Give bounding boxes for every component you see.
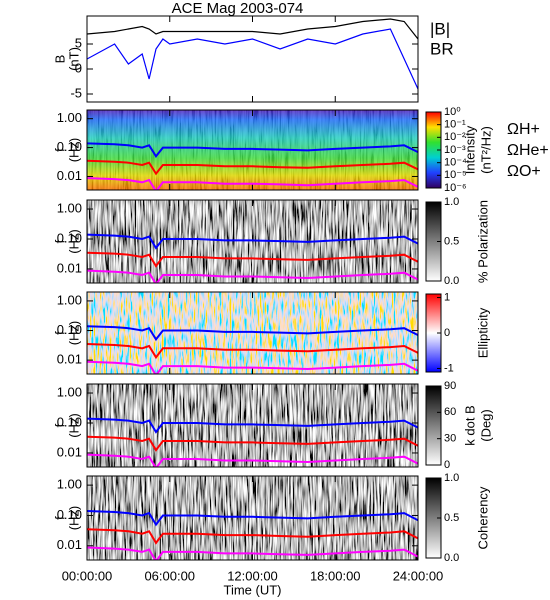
- data-line: [87, 343, 418, 360]
- legend-entry: ΩHe+: [507, 142, 549, 159]
- legend-entry: BR: [430, 39, 454, 58]
- data-line: [87, 18, 418, 40]
- data-line: [87, 435, 418, 452]
- colorbar-tick-label: 1: [444, 291, 450, 303]
- data-line: [87, 177, 418, 190]
- data-line: [87, 251, 418, 268]
- colorbar-label: Ellipticity: [475, 307, 490, 358]
- data-line: [87, 159, 418, 176]
- data-line: [87, 546, 418, 560]
- colorbar-tick-label: 10⁻³: [444, 144, 466, 156]
- colorbar-tick-label: 0: [444, 459, 450, 471]
- legend-entry: ΩH+: [507, 121, 540, 138]
- colorbar-tick-label: 90: [444, 380, 456, 392]
- y-tick-label: 5: [75, 35, 82, 50]
- chart-title: ACE Mag 2003-074: [172, 0, 304, 17]
- colorbar-tick-label: 0.0: [444, 275, 459, 287]
- colorbar-tick-label: 0.5: [444, 235, 459, 247]
- spectrogram-texture: [87, 200, 418, 283]
- y-axis-label: (Hz): [66, 229, 81, 254]
- y-axis-label: (Hz): [66, 321, 81, 346]
- colorbar-tick-label: 10⁻²: [444, 131, 466, 143]
- colorbar-label: % Polarization: [475, 200, 490, 283]
- spectrogram-texture: [87, 292, 418, 374]
- data-line: [87, 510, 418, 527]
- x-tick-label: 00:00:00: [62, 568, 113, 583]
- x-axis-label: Time (UT): [223, 582, 281, 597]
- colorbar-tick-label: 0: [444, 327, 450, 339]
- y-axis-label: f: [52, 516, 67, 520]
- colorbar-label: k dot B: [462, 405, 477, 445]
- y-tick-label: 0: [75, 60, 82, 75]
- y-axis-label: (Hz): [66, 506, 81, 531]
- data-line: [87, 233, 418, 250]
- y-tick-label: 1.00: [57, 477, 82, 492]
- colorbar-label: Intensity: [462, 125, 477, 174]
- data-line: [87, 360, 418, 374]
- colorbar-tick-label: 10⁻⁵: [444, 169, 467, 181]
- plot-frame: [86, 109, 419, 191]
- y-tick-label: 1.00: [57, 292, 82, 307]
- data-line: [87, 28, 418, 90]
- plot-frame: [86, 199, 419, 284]
- y-tick-label: 0.01: [57, 168, 82, 183]
- colorbar-tick-label: 0.5: [444, 512, 459, 524]
- colorbar-label: Coherency: [475, 486, 490, 549]
- data-line: [87, 453, 418, 467]
- x-tick-label: 18:00:00: [310, 568, 361, 583]
- colorbar-tick-label: 0.0: [444, 552, 459, 564]
- y-tick-label: 0.10: [57, 230, 82, 245]
- y-tick-label: 0.01: [57, 537, 82, 552]
- colorbar-tick-label: 60: [444, 406, 456, 418]
- data-line: [87, 142, 418, 159]
- colorbar-tick-label: -1: [444, 362, 454, 374]
- y-tick-label: 0.01: [57, 352, 82, 367]
- colorbar-tick-label: 10⁰: [444, 106, 461, 118]
- data-line: [87, 417, 418, 434]
- spectrogram-texture: [87, 476, 418, 560]
- data-line: [87, 269, 418, 283]
- legend-entry: ΩO+: [507, 163, 541, 180]
- colorbar-label: (Deg): [478, 409, 493, 442]
- y-tick-label: 0.10: [57, 322, 82, 337]
- y-tick-label: 0.01: [57, 444, 82, 459]
- x-tick-label: 06:00:00: [144, 568, 195, 583]
- y-tick-label: 1.00: [57, 110, 82, 125]
- x-tick-label: 12:00:00: [227, 568, 278, 583]
- colorbar-tick-label: 10⁻⁴: [444, 157, 467, 169]
- colorbar: [425, 385, 442, 466]
- colorbar-tick-label: 30: [444, 433, 456, 445]
- y-axis-label: f: [52, 423, 67, 427]
- plot-frame: [86, 475, 419, 561]
- colorbar-tick-label: 1.0: [444, 196, 459, 208]
- colorbar-tick-label: 10⁻¹: [444, 119, 466, 131]
- spectrogram-texture: [87, 384, 418, 467]
- y-axis-label: f: [52, 148, 67, 152]
- colorbar-label: (nT²/Hz): [478, 126, 493, 174]
- spectrogram-texture: [87, 110, 418, 190]
- legend-entry: |B|: [430, 19, 450, 38]
- plot-frame: [86, 383, 419, 468]
- y-axis-label: (nT): [66, 47, 81, 71]
- plot-frame: [86, 291, 419, 375]
- y-tick-label: 0.01: [57, 260, 82, 275]
- colorbar-tick-label: 10⁻⁶: [444, 182, 467, 194]
- y-tick-label: 0.10: [57, 139, 82, 154]
- x-tick-label: 24:00:00: [393, 568, 444, 583]
- y-axis-label: f: [52, 239, 67, 243]
- plot-frame: [86, 15, 419, 103]
- data-line: [87, 325, 418, 342]
- y-tick-label: -5: [70, 85, 82, 100]
- colorbar-tick-label: 1.0: [444, 472, 459, 484]
- y-tick-label: 0.10: [57, 414, 82, 429]
- y-axis-label: (Hz): [66, 413, 81, 438]
- y-axis-label: B: [52, 55, 67, 64]
- y-tick-label: 1.00: [57, 384, 82, 399]
- y-axis-label: f: [52, 331, 67, 335]
- y-tick-label: 1.00: [57, 200, 82, 215]
- y-tick-label: 0.10: [57, 507, 82, 522]
- y-axis-label: (Hz): [66, 138, 81, 163]
- data-line: [87, 528, 418, 545]
